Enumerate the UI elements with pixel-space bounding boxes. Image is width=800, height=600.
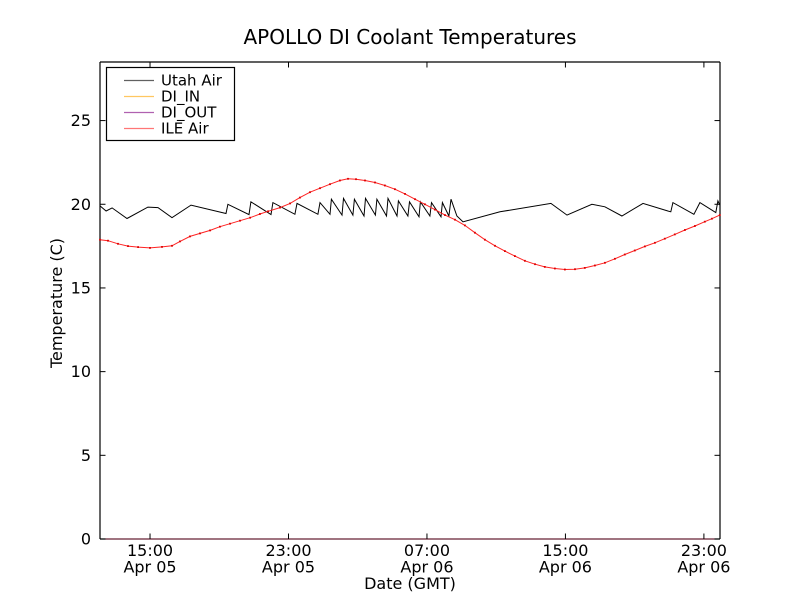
chart-title: APOLLO DI Coolant Temperatures: [243, 25, 576, 49]
x-tick-time-label: 23:00: [265, 541, 311, 560]
data-point-marker: [574, 268, 576, 271]
data-point-marker: [504, 250, 506, 252]
data-point-marker: [564, 268, 566, 271]
x-tick-time-label: 15:00: [127, 541, 173, 560]
data-point-marker: [239, 219, 241, 222]
data-point-marker: [117, 242, 119, 245]
y-tick-label: 15: [71, 278, 91, 297]
data-point-marker: [309, 191, 311, 194]
data-point-marker: [703, 220, 706, 223]
data-point-marker: [219, 225, 221, 228]
data-point-marker: [654, 241, 656, 244]
y-tick-label: 10: [71, 362, 91, 381]
x-tick-date-label: Apr 06: [677, 558, 730, 577]
x-tick-time-label: 15:00: [542, 541, 588, 560]
x-tick-date-label: Apr 05: [262, 558, 315, 577]
y-axis-label: Temperature (C): [47, 238, 66, 369]
data-point-marker: [633, 249, 636, 252]
x-tick-time-label: 23:00: [681, 541, 727, 560]
y-tick-label: 5: [81, 446, 91, 465]
data-point-marker: [384, 184, 386, 187]
data-point-marker: [259, 213, 261, 215]
legend-item-ile-air: ILE Air: [124, 120, 209, 138]
series-ile-air-line: [99, 178, 721, 271]
data-point-marker: [434, 208, 436, 211]
data-point-marker: [299, 196, 301, 199]
data-point-marker: [329, 183, 331, 186]
data-point-marker: [554, 267, 556, 270]
data-point-marker: [229, 222, 231, 225]
data-point-marker: [718, 214, 721, 216]
data-point-marker: [454, 218, 456, 221]
data-point-marker: [514, 255, 516, 257]
y-tick-label: 0: [81, 530, 91, 549]
data-point-marker: [179, 240, 181, 243]
y-tick-label: 20: [71, 195, 91, 214]
data-point-marker: [171, 244, 173, 247]
data-point-marker: [711, 217, 713, 220]
data-point-marker: [355, 178, 357, 181]
legend-item-label: DI_OUT: [161, 104, 217, 123]
data-point-marker: [604, 261, 606, 264]
data-point-marker: [474, 231, 476, 234]
data-point-marker: [339, 179, 341, 182]
x-tick-date-label: Apr 06: [539, 558, 592, 577]
data-point-marker: [494, 244, 496, 247]
data-point-marker: [684, 229, 686, 231]
data-point-marker: [289, 202, 291, 205]
series-ile-air-markers: [99, 177, 721, 271]
data-point-marker: [694, 225, 696, 227]
data-point-marker: [127, 245, 129, 247]
data-point-marker: [543, 266, 546, 268]
data-point-marker: [623, 253, 626, 256]
data-point-marker: [249, 216, 251, 219]
x-axis-label: Date (GMT): [364, 574, 456, 593]
data-point-marker: [484, 238, 486, 241]
legend-item-label: DI_IN: [161, 88, 200, 107]
legend-item-label: ILE Air: [161, 120, 209, 138]
data-point-marker: [347, 177, 349, 180]
data-point-marker: [374, 181, 376, 184]
y-tick-label: 25: [71, 111, 91, 130]
data-point-marker: [199, 232, 201, 235]
data-point-marker: [267, 210, 269, 213]
data-point-marker: [414, 198, 416, 201]
legend-item-di-in: DI_IN: [124, 88, 200, 107]
data-point-marker: [189, 235, 191, 238]
data-point-marker: [534, 263, 536, 266]
data-point-marker: [99, 238, 101, 241]
data-point-marker: [149, 247, 151, 249]
data-point-marker: [161, 246, 163, 248]
legend-item-utah-air: Utah Air: [124, 72, 223, 90]
data-point-marker: [524, 259, 526, 262]
data-point-marker: [644, 245, 646, 248]
data-point-marker: [614, 257, 616, 260]
data-point-marker: [673, 233, 676, 236]
data-point-marker: [107, 239, 109, 242]
data-point-marker: [364, 179, 366, 182]
data-point-marker: [319, 187, 321, 190]
data-point-marker: [137, 246, 139, 248]
data-point-marker: [394, 188, 396, 191]
data-point-marker: [594, 264, 596, 267]
data-point-marker: [279, 206, 281, 209]
legend-item-di-out: DI_OUT: [124, 104, 217, 123]
x-tick-time-label: 07:00: [404, 541, 450, 560]
x-tick-date-label: Apr 05: [123, 558, 176, 577]
data-point-marker: [404, 193, 406, 195]
series-utah-air-line: [99, 196, 721, 223]
data-point-marker: [583, 267, 586, 269]
data-point-marker: [209, 229, 211, 232]
data-point-marker: [444, 214, 446, 216]
data-point-marker: [424, 203, 426, 206]
legend-item-label: Utah Air: [161, 72, 223, 90]
data-point-marker: [464, 224, 466, 227]
plot-series: [99, 177, 721, 540]
x-tick-date-label: Apr 06: [400, 558, 453, 577]
data-point-marker: [663, 237, 666, 240]
